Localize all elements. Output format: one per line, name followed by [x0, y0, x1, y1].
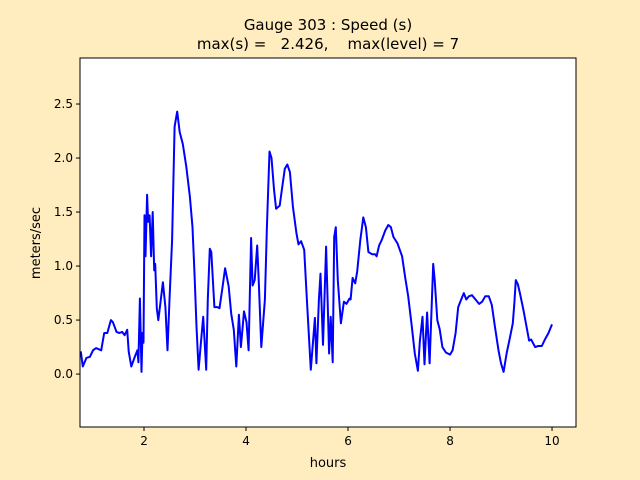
- x-tick-label: 2: [140, 434, 148, 448]
- y-tick-label: 0.5: [54, 313, 73, 327]
- x-tick-label: 8: [446, 434, 454, 448]
- x-tick-label: 4: [242, 434, 250, 448]
- y-tick-label: 0.0: [54, 367, 73, 381]
- x-tick-label: 6: [344, 434, 352, 448]
- y-tick-label: 1.5: [54, 205, 73, 219]
- series-line-speed: [79, 110, 553, 373]
- y-tick-label: 2.0: [54, 151, 73, 165]
- chart-subtitle: max(s) = 2.426, max(level) = 7: [196, 35, 460, 53]
- y-tick-label: 2.5: [54, 97, 73, 111]
- x-tick-label: 10: [544, 434, 559, 448]
- y-axis-label: meters/sec: [29, 207, 44, 279]
- plot-frame: [79, 57, 577, 428]
- x-axis-label: hours: [310, 456, 347, 471]
- chart-title: Gauge 303 : Speed (s): [243, 16, 413, 34]
- y-tick-label: 1.0: [54, 259, 73, 273]
- plot-area: [80, 58, 576, 427]
